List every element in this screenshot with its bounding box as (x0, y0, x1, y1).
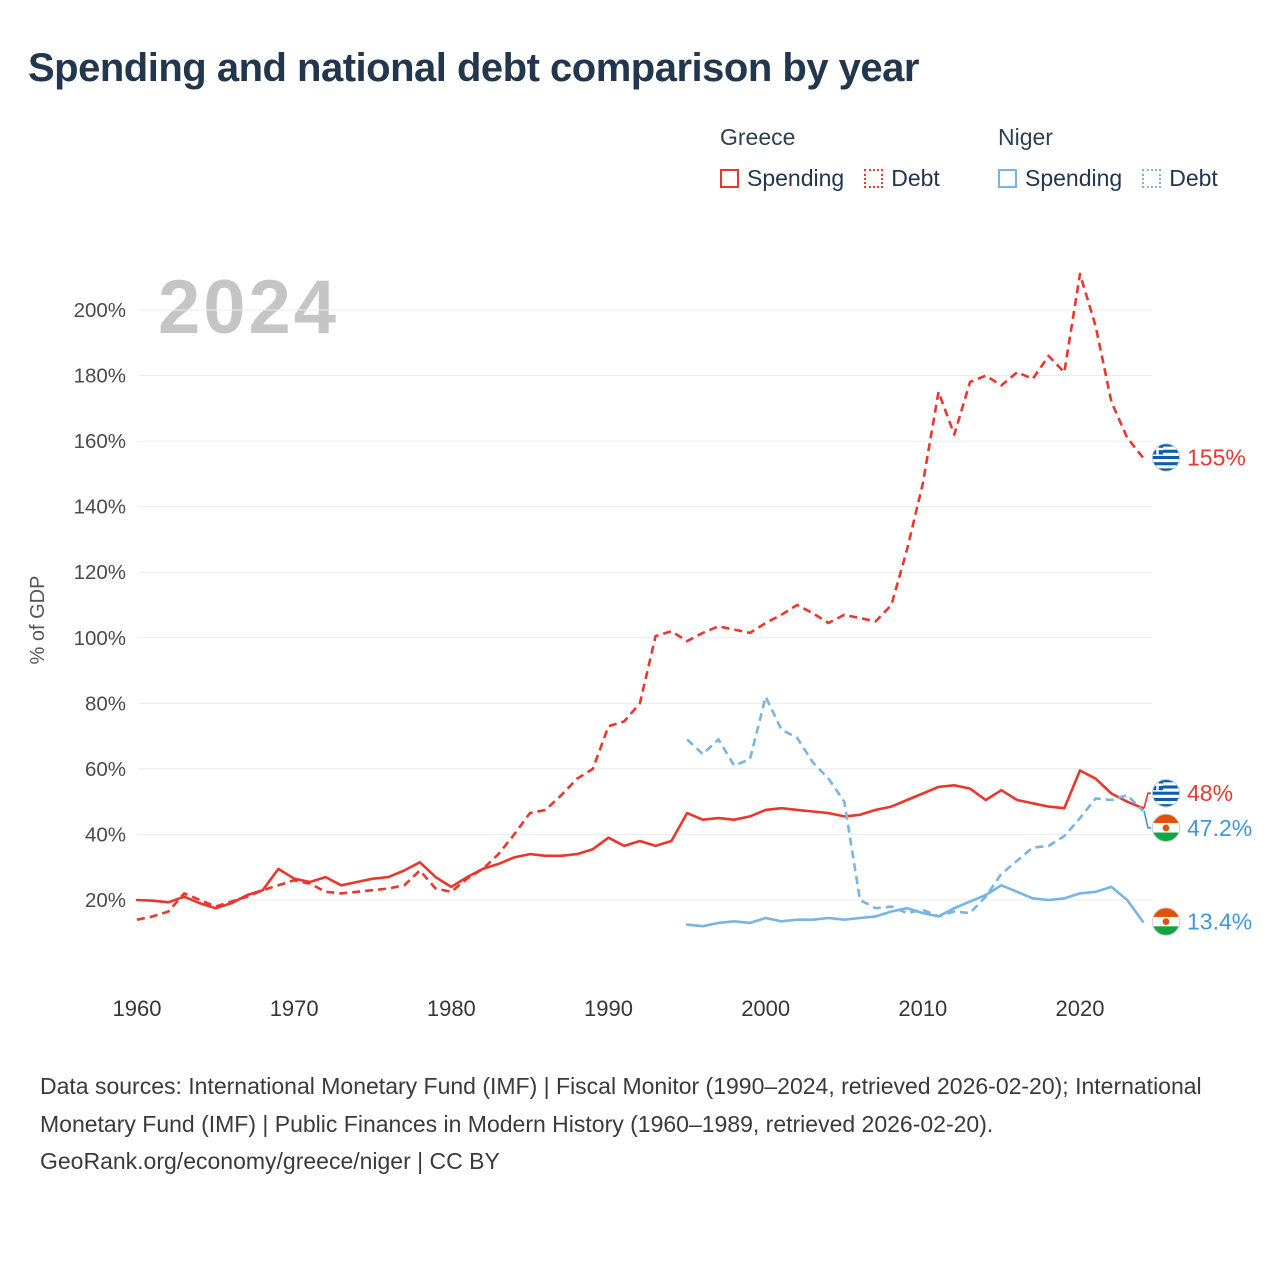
legend-niger-row: Spending Debt (998, 165, 1218, 192)
legend-greece-header: Greece (720, 124, 796, 150)
greece-spending-swatch-icon (720, 169, 739, 188)
niger-flag-icon (1151, 907, 1181, 936)
niger-debt-swatch-icon (1142, 169, 1162, 188)
y-tick-label: 40% (85, 823, 126, 846)
end-label-value: 47.2% (1187, 815, 1252, 841)
legend-group-niger: Niger Spending Debt (998, 124, 1218, 192)
greece-flag-icon (1151, 779, 1181, 808)
niger-flag-icon (1151, 813, 1181, 843)
x-tick-label: 1970 (270, 996, 319, 1021)
y-tick-label: 140% (74, 496, 126, 519)
series-niger-spending (685, 883, 1145, 928)
data-sources-text: Data sources: International Monetary Fun… (40, 1073, 1202, 1137)
footer: Data sources: International Monetary Fun… (40, 1068, 1236, 1181)
x-tick-label: 2020 (1056, 996, 1105, 1021)
y-tick-label: 160% (74, 430, 126, 453)
end-label-value: 155% (1187, 445, 1246, 471)
legend-label-greece-spending: Spending (747, 165, 845, 191)
end-label-value: 13.4% (1187, 909, 1252, 935)
legend-niger-header: Niger (998, 124, 1053, 150)
attribution-text: GeoRank.org/economy/greece/niger | CC BY (40, 1148, 500, 1175)
legend-greece-row: Spending Debt (720, 165, 940, 192)
y-axis-title: % of GDP (27, 576, 49, 665)
legend-group-greece: Greece Spending Debt (720, 124, 940, 192)
y-tick-label: 120% (74, 561, 126, 584)
legend-label-niger-spending: Spending (1025, 165, 1123, 191)
legend-label-greece-debt: Debt (891, 165, 940, 191)
legend-item-greece-debt[interactable]: Debt (864, 165, 940, 192)
x-tick-label: 2000 (741, 996, 790, 1021)
end-label-connector (1143, 810, 1151, 829)
end-label-connector (1143, 792, 1151, 809)
y-tick-label: 200% (74, 299, 126, 322)
y-tick-label: 180% (74, 365, 126, 388)
watermark-year: 2024 (158, 265, 339, 350)
x-tick-label: 1990 (584, 996, 633, 1021)
page-title: Spending and national debt comparison by… (28, 46, 919, 90)
line-chart: 2024 % of GDP 20% 40% 60% 80% 100% 120% 140% 16… (27, 265, 1252, 1021)
end-label-value: 48% (1187, 780, 1233, 806)
series-niger-debt (686, 695, 1144, 918)
y-tick-label: 20% (85, 889, 126, 912)
y-tick-label: 80% (85, 692, 126, 715)
niger-spending-swatch-icon (998, 169, 1017, 188)
y-tick-label: 100% (74, 627, 126, 650)
legend-item-niger-debt[interactable]: Debt (1142, 165, 1218, 192)
x-tick-label: 1980 (427, 996, 476, 1021)
x-tick-label: 2010 (898, 996, 947, 1021)
legend-item-niger-spending[interactable]: Spending (998, 165, 1122, 192)
greece-flag-icon (1151, 443, 1181, 472)
series-greece-spending (135, 769, 1145, 910)
legend-item-greece-spending[interactable]: Spending (720, 165, 844, 192)
y-tick-label: 60% (85, 758, 126, 781)
legend-label-niger-debt: Debt (1169, 165, 1218, 191)
series-greece-debt (136, 272, 1144, 921)
x-tick-label: 1960 (113, 996, 162, 1021)
greece-debt-swatch-icon (864, 169, 884, 188)
